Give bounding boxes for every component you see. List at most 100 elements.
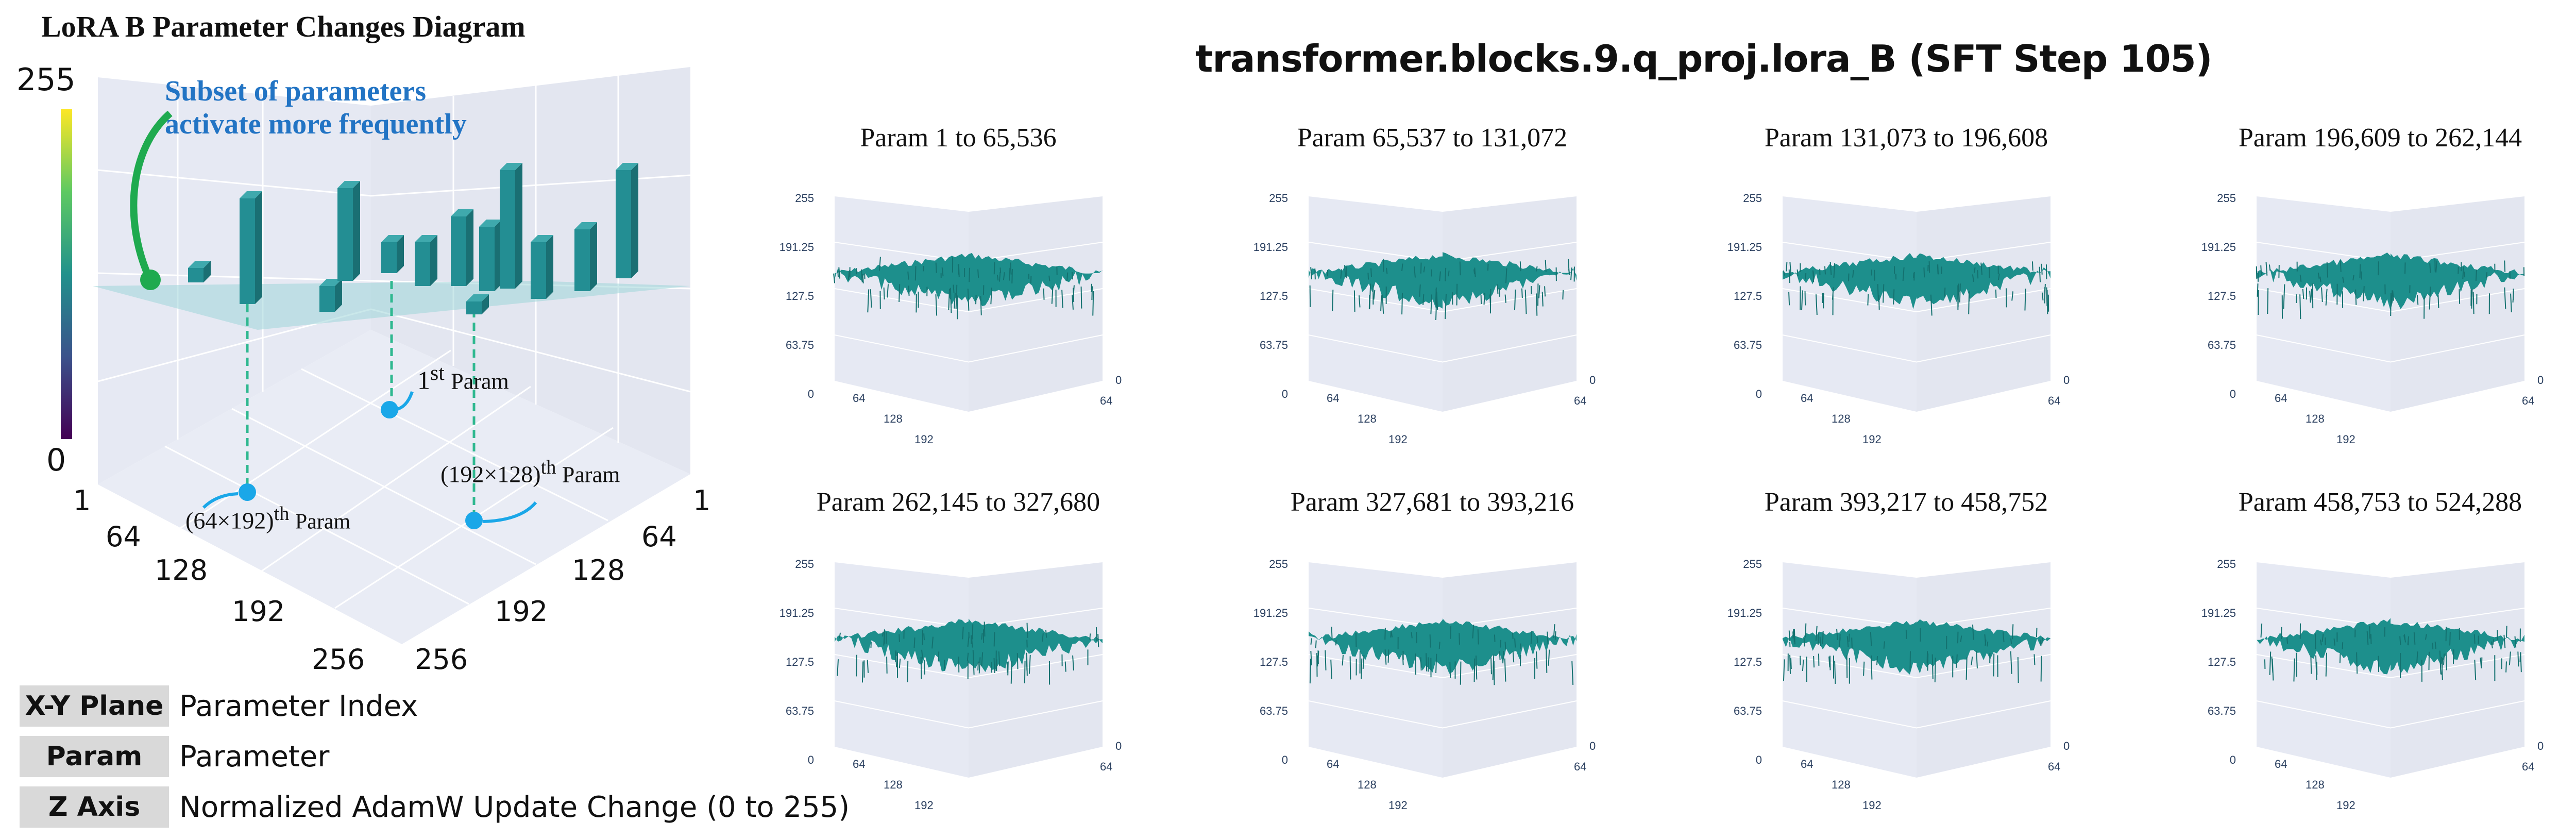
surface-z-tick: 63.75 xyxy=(1260,704,1288,717)
surface-z-tick: 0 xyxy=(808,388,814,400)
surface-gridline xyxy=(834,747,1103,779)
surface-spike xyxy=(1553,624,1555,639)
axis-left-tick-1: 1 xyxy=(73,484,91,517)
surface-z-tick: 127.5 xyxy=(2208,656,2236,668)
surface-spike xyxy=(1310,638,1312,645)
surface-right-tick: 64 xyxy=(1574,760,1586,773)
bar-front xyxy=(500,170,515,289)
surface-gridline xyxy=(1308,334,1577,363)
bar-front xyxy=(574,229,590,291)
param-label-first-prefix: 1 xyxy=(417,365,430,395)
surface-wall xyxy=(2391,196,2524,412)
axis-right-tick-1: 1 xyxy=(693,484,711,517)
colorbar-min-label: 0 xyxy=(46,442,66,478)
surface-spike xyxy=(1863,661,1865,676)
surface-spike xyxy=(1382,294,1384,314)
surface-gridline xyxy=(1782,195,2051,212)
surface-z-tick: 0 xyxy=(2230,388,2236,400)
surface-spike xyxy=(2283,284,2285,309)
surface-spike xyxy=(2363,286,2365,301)
surface-left-tick: 64 xyxy=(2275,758,2287,770)
surface-spike xyxy=(1504,658,1506,682)
bar-front xyxy=(381,242,397,273)
surface-z-tick: 191.25 xyxy=(2201,607,2236,619)
surface-gridline xyxy=(1782,700,2051,729)
surface-spike xyxy=(1362,655,1365,669)
surface-mesh xyxy=(835,618,1103,672)
surface-wall xyxy=(2391,562,2524,778)
axis-left-tick-5: 256 xyxy=(312,643,365,676)
surface-gridline xyxy=(834,561,1103,578)
surface-spike xyxy=(2326,289,2328,298)
surface-spike xyxy=(1349,656,1351,680)
drop-lines xyxy=(246,281,476,515)
bar-top xyxy=(500,163,522,170)
surface-spike xyxy=(1874,270,1875,281)
surface-spike xyxy=(1789,261,1792,277)
diagram-title: LoRA B Parameter Changes Diagram xyxy=(41,10,526,43)
surface-spike xyxy=(1419,284,1421,297)
surface-spike xyxy=(2041,263,2043,275)
surface-spike xyxy=(1426,653,1428,672)
bar-top xyxy=(616,163,638,170)
surface-spike xyxy=(2391,295,2392,306)
surface-spike xyxy=(1838,637,1841,648)
surface-spike xyxy=(1435,295,1437,321)
bar-top xyxy=(415,235,437,242)
surface-spike xyxy=(1805,623,1807,638)
surface-right-tick: 0 xyxy=(1115,740,1122,752)
surface-spike xyxy=(1415,653,1417,675)
surface-spike xyxy=(1345,266,1347,278)
surface-z-tick: 0 xyxy=(1282,388,1288,400)
colorbar-max-label: 255 xyxy=(16,62,76,98)
surface-spike xyxy=(833,273,836,283)
panel-title-8: Param 458,753 to 524,288 xyxy=(2238,488,2522,517)
surface-spike xyxy=(1309,285,1311,307)
surface-spike xyxy=(990,287,992,305)
surface-right-tick: 64 xyxy=(2048,394,2060,407)
surface-z-tick: 0 xyxy=(1756,753,1762,766)
surface-spike xyxy=(2520,652,2522,673)
surface-spike xyxy=(2416,294,2419,305)
surface-spike xyxy=(1423,266,1426,273)
surface-left-tick: 128 xyxy=(884,778,903,791)
surface-mesh xyxy=(1309,252,1577,309)
surface-z-tick: 191.25 xyxy=(779,241,814,254)
surface-spike xyxy=(935,262,937,273)
surface-spike xyxy=(2326,262,2329,278)
surface-spike xyxy=(1429,634,1431,648)
surface-spike xyxy=(1010,262,1012,275)
surface-spike xyxy=(2319,639,2322,646)
surface-spike xyxy=(1325,650,1327,670)
bar-front xyxy=(451,216,466,286)
surface-left-tick: 192 xyxy=(2336,433,2355,443)
surface-spike xyxy=(1512,651,1515,663)
surface-spike xyxy=(1985,640,1987,646)
surface-spike xyxy=(1413,266,1416,278)
legend-key: X-Y Plane xyxy=(20,685,169,727)
surface-spike xyxy=(1310,267,1313,280)
surface-spike xyxy=(1524,289,1527,314)
surface-right-tick: 0 xyxy=(1589,374,1596,387)
surface-gridline xyxy=(1308,561,1577,578)
surface-wall xyxy=(969,196,1103,412)
legend-key: Param xyxy=(20,736,169,777)
surface-wall xyxy=(1443,196,1577,412)
bar-front xyxy=(319,286,335,312)
surface-spike xyxy=(2378,261,2379,276)
surface-spike xyxy=(1095,627,1097,641)
surface-right-tick: 0 xyxy=(1589,740,1596,752)
surface-spike xyxy=(2490,641,2493,649)
surface-z-tick: 255 xyxy=(795,192,814,205)
surface-spike xyxy=(1846,636,1849,647)
surface-gridline xyxy=(834,334,1103,363)
surface-wall xyxy=(2257,196,2391,412)
surface-spike xyxy=(1848,633,1850,642)
surface-z-tick: 63.75 xyxy=(1734,339,1762,351)
surfaces-title: transformer.blocks.9.q_proj.lora_B (SFT … xyxy=(1195,37,2213,80)
surface-left-tick: 128 xyxy=(1832,412,1851,425)
param-label-second-prefix: (64×192) xyxy=(185,507,274,534)
surface-spike xyxy=(1490,657,1492,675)
